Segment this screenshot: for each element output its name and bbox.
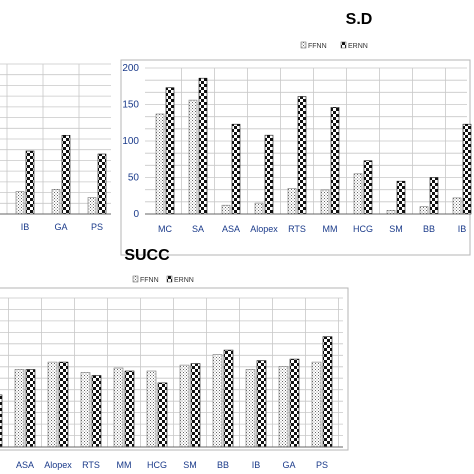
bar-top-left-ernn [61, 135, 71, 215]
bar-succ-ernn [91, 375, 102, 448]
legend-ffnn-label: FFNN [308, 43, 327, 50]
y-tick-label-sd: 150 [122, 100, 139, 111]
x-tick-label-succ: RTS [82, 460, 100, 470]
legend-ffnn-label: FFNN [140, 277, 159, 284]
y-tick-label-sd: 100 [122, 136, 139, 147]
legend-ffnn-swatch [300, 41, 307, 49]
chart-succ: SUCC FFNN ERNN ASA Alopex RTS MM HCG SM BB IB GA… [0, 247, 349, 470]
bar-top-left-ffnn [87, 197, 97, 215]
x-tick-label-sd: IB [458, 224, 467, 234]
x-tick-label-top-left: PS [91, 222, 103, 232]
bar-sd-ernn [396, 180, 406, 215]
x-tick-label-succ: MM [117, 460, 132, 470]
bar-sd-ernn [363, 160, 373, 215]
x-tick-label-sd: MC [158, 224, 172, 234]
x-tick-label-sd: HCG [353, 224, 373, 234]
x-tick-label-top-left: GA [54, 222, 67, 232]
x-tick-label-succ: GA [282, 460, 295, 470]
x-tick-label-sd: MM [323, 224, 338, 234]
x-tick-label-succ: ASA [16, 460, 34, 470]
bar-succ-ffnn [80, 372, 91, 448]
bar-top-left-ffnn [15, 191, 25, 215]
bar-succ-ernn [256, 360, 267, 448]
x-tick-label-succ: HCG [147, 460, 167, 470]
x-tick-label-sd: SM [389, 224, 403, 234]
legend-ffnn-swatch [132, 275, 139, 283]
bar-succ-ernn [58, 361, 69, 448]
bar-top-left-ffnn [51, 189, 61, 215]
bar-succ-ernn [157, 382, 168, 448]
bar-succ-ernn [322, 336, 333, 448]
bar-top-left-ernn [97, 153, 107, 215]
bar-sd-ffnn [155, 113, 165, 215]
x-tick-label-sd: RTS [288, 224, 306, 234]
bar-sd-ffnn [353, 173, 363, 215]
x-tick-label-succ: IB [252, 460, 261, 470]
bar-sd-ernn [165, 87, 175, 215]
chart-succ-title: SUCC [124, 247, 170, 264]
bar-sd-ffnn [254, 202, 264, 215]
x-tick-label-succ: Alopex [44, 460, 72, 470]
legend-ernn-swatch [166, 275, 173, 283]
x-tick-label-sd: SA [192, 224, 204, 234]
bar-sd-ernn [264, 134, 274, 215]
x-tick-label-succ: PS [316, 460, 328, 470]
bar-succ-ernn [25, 369, 36, 448]
bar-sd-ffnn [188, 99, 198, 215]
bar-succ-ernn [124, 370, 135, 448]
bar-succ-ffnn [212, 354, 223, 448]
bar-sd-ernn [330, 107, 340, 215]
x-tick-label-succ: SM [183, 460, 197, 470]
bar-top-left-ernn [25, 150, 35, 215]
bar-sd-ffnn [221, 204, 231, 215]
chart-sd-title: S.D [346, 11, 373, 28]
bar-sd-ernn [198, 77, 208, 215]
bar-sd-ernn [462, 123, 472, 215]
bar-sd-ernn [297, 96, 307, 215]
bar-sd-ffnn [287, 188, 297, 215]
bar-succ-ffnn [14, 369, 25, 448]
x-tick-label-sd: ASA [222, 224, 240, 234]
legend-ernn-swatch [340, 41, 347, 49]
bar-sd-ffnn [452, 197, 462, 215]
bar-succ-ernn [190, 363, 201, 448]
x-tick-label-succ: BB [217, 460, 229, 470]
bar-succ-ernn [0, 394, 3, 448]
bar-succ-ernn [289, 358, 300, 448]
y-tick-label-sd: 0 [133, 209, 139, 220]
y-tick-label-sd: 50 [128, 173, 140, 184]
x-tick-label-sd: BB [423, 224, 435, 234]
bar-succ-ernn [223, 349, 234, 448]
chart-sd: S.D FFNN ERNN MC SA ASA Alopex RTS MM HCG SM BB I… [120, 11, 472, 256]
bar-succ-ffnn [47, 361, 58, 448]
chart-succ-legend: FFNN ERNN [132, 275, 194, 284]
bar-succ-ffnn [179, 364, 190, 448]
bar-sd-ffnn [320, 189, 330, 215]
bar-sd-ernn [429, 177, 439, 215]
bar-succ-ffnn [278, 366, 289, 448]
bar-sd-ernn [231, 123, 241, 215]
legend-ernn-label: ERNN [348, 43, 368, 50]
legend-ernn-label: ERNN [174, 277, 194, 284]
bar-succ-ffnn [146, 370, 157, 448]
bar-succ-ffnn [113, 367, 124, 448]
chart-sd-legend: FFNN ERNN [300, 41, 368, 50]
bar-succ-ffnn [245, 369, 256, 448]
bar-succ-ffnn [311, 361, 322, 448]
bar-sd-ffnn [386, 210, 396, 215]
bar-sd-ffnn [419, 206, 429, 215]
x-tick-label-sd: Alopex [250, 224, 278, 234]
x-tick-label-top-left: IB [21, 222, 30, 232]
y-tick-label-sd: 200 [122, 63, 139, 74]
